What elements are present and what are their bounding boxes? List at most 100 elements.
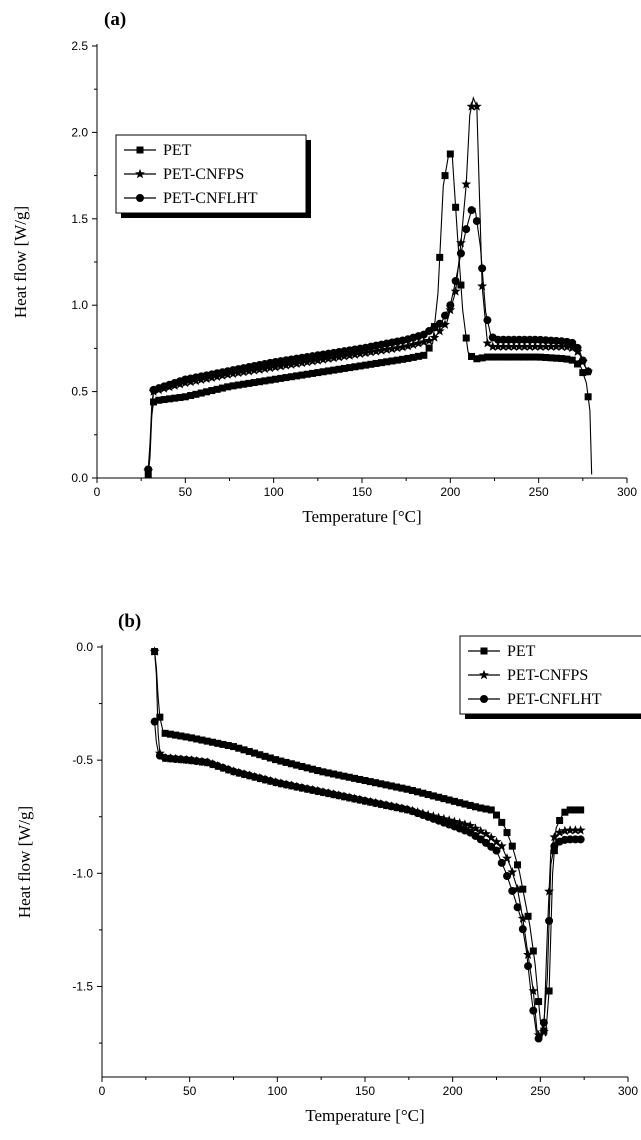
data-point: [277, 757, 285, 765]
data-point: [397, 342, 408, 352]
data-point: [360, 347, 371, 358]
panel-label: (b): [118, 611, 141, 632]
data-point: [160, 396, 168, 404]
data-point: [468, 352, 476, 360]
data-point: [150, 717, 159, 726]
data-point: [419, 789, 427, 797]
data-point: [181, 393, 189, 401]
data-point: [415, 352, 423, 360]
data-point: [187, 392, 195, 400]
data-point: [535, 341, 546, 351]
data-point: [523, 949, 534, 959]
data-point: [259, 363, 270, 373]
data-point: [466, 101, 477, 111]
data-point: [576, 835, 585, 844]
data-point: [187, 734, 195, 742]
data-point: [434, 325, 445, 336]
x-axis-label: Temperature [°C]: [302, 507, 421, 526]
data-point: [282, 374, 290, 382]
data-point: [424, 791, 432, 799]
x-tick-label: 150: [352, 485, 372, 499]
data-point: [324, 769, 332, 777]
legend-label: PET-CNFPS: [163, 166, 244, 183]
data-point: [529, 947, 537, 955]
data-point: [339, 351, 350, 361]
data-point: [508, 886, 517, 895]
legend: PET PET-CNFPS PET-CNFLHT: [459, 635, 641, 719]
y-tick-label: 0.0: [71, 471, 88, 485]
data-point: [150, 398, 158, 406]
data-point: [383, 358, 391, 366]
data-point: [549, 831, 560, 842]
data-point: [519, 885, 527, 893]
data-point: [198, 736, 206, 744]
data-point: [451, 277, 460, 286]
y-tick-label: 2.5: [71, 39, 88, 53]
x-tick-label: 200: [440, 485, 460, 499]
data-point: [287, 373, 295, 381]
data-point: [486, 832, 497, 842]
data-point: [335, 771, 343, 779]
legend-label: PET-CNFLHT: [507, 691, 602, 708]
data-point: [508, 842, 516, 850]
data-point: [323, 353, 334, 364]
data-point: [558, 355, 566, 363]
data-point: [441, 311, 450, 320]
x-tick-label: 0: [94, 485, 101, 499]
data-point: [224, 383, 232, 391]
x-tick-label: 250: [530, 1084, 550, 1098]
data-point: [340, 364, 348, 372]
data-point: [481, 828, 491, 839]
data-point: [445, 304, 456, 315]
data-point: [507, 866, 518, 877]
data-point: [271, 375, 279, 383]
data-point: [182, 733, 190, 741]
data-point: [208, 387, 216, 395]
data-point: [413, 338, 424, 348]
data-point: [403, 785, 411, 793]
data-point: [502, 853, 512, 863]
y-axis-label: Heat flow [W/g]: [11, 206, 30, 318]
data-point: [499, 353, 507, 361]
data-point: [349, 349, 360, 359]
data-point: [489, 353, 497, 361]
data-point: [450, 286, 461, 296]
data-point: [250, 379, 258, 387]
data-point: [171, 394, 179, 402]
y-tick-label: 1.0: [71, 298, 88, 312]
data-point: [493, 811, 500, 819]
data-point: [307, 356, 318, 366]
x-tick-label: 100: [267, 1084, 287, 1098]
data-point: [482, 805, 490, 813]
data-point: [351, 363, 359, 371]
data-point: [309, 369, 317, 377]
data-point: [471, 803, 479, 811]
data-point: [550, 847, 558, 855]
x-tick-label: 300: [618, 1084, 638, 1098]
data-point: [302, 356, 313, 367]
x-tick-label: 100: [264, 485, 284, 499]
data-point: [176, 393, 184, 401]
legend: PET PET-CNFPS PET-CNFLHT: [115, 134, 311, 218]
data-point: [459, 819, 470, 829]
data-point: [350, 774, 358, 782]
data-point: [515, 353, 523, 361]
data-point: [314, 767, 322, 775]
data-point: [528, 985, 539, 996]
data-point: [165, 395, 173, 403]
data-point: [218, 384, 226, 392]
data-point: [545, 916, 554, 925]
data-point: [387, 782, 395, 790]
x-tick-label: 300: [617, 485, 637, 499]
legend-marker: [480, 695, 488, 703]
data-point: [387, 343, 397, 354]
data-point: [524, 341, 535, 351]
data-point: [574, 360, 582, 368]
data-point: [465, 820, 476, 830]
data-point: [444, 815, 455, 825]
data-point: [245, 379, 253, 387]
data-point: [477, 804, 485, 812]
data-point: [345, 773, 353, 781]
data-point: [551, 341, 562, 351]
data-point: [563, 355, 571, 363]
